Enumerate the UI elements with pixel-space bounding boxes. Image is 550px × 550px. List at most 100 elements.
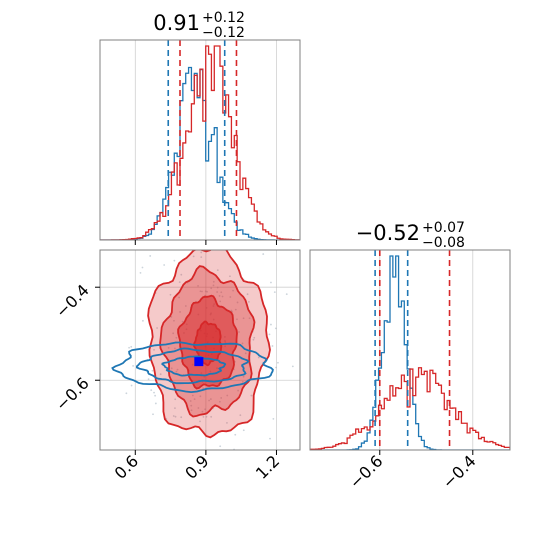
scatter-point xyxy=(226,394,229,397)
hist-step-red xyxy=(100,45,300,240)
scatter-point xyxy=(274,327,277,330)
panel1-title-minus: −0.12 xyxy=(202,25,245,41)
scatter-point xyxy=(201,290,203,293)
scatter-point xyxy=(130,345,133,348)
scatter-point xyxy=(226,421,228,424)
scatter-point xyxy=(154,402,157,405)
scatter-point xyxy=(268,333,271,336)
scatter-point xyxy=(206,290,208,293)
scatter-point xyxy=(197,284,199,287)
scatter-point xyxy=(175,370,178,373)
scatter-point xyxy=(171,468,173,470)
y-tick-label: −0.6 xyxy=(52,374,93,415)
scatter-point xyxy=(141,266,144,269)
scatter-point xyxy=(242,429,245,432)
scatter-point xyxy=(133,452,135,454)
scatter-point xyxy=(204,290,207,293)
scatter-point xyxy=(257,356,260,359)
scatter-point xyxy=(193,499,195,501)
scatter-point xyxy=(203,246,205,248)
scatter-point xyxy=(210,415,213,418)
scatter-point xyxy=(174,407,176,410)
scatter-point xyxy=(178,281,181,284)
scatter-point xyxy=(153,391,155,394)
scatter-point xyxy=(181,320,184,323)
scatter-point xyxy=(180,273,183,276)
scatter-point xyxy=(244,352,247,355)
scatter-point xyxy=(150,389,153,392)
scatter-point xyxy=(151,369,154,372)
scatter-point xyxy=(199,395,202,398)
scatter-point xyxy=(275,366,277,369)
scatter-point xyxy=(205,415,208,418)
scatter-point xyxy=(149,255,152,257)
scatter-point xyxy=(125,392,128,395)
scatter-point xyxy=(253,336,256,339)
scatter-point xyxy=(180,416,183,419)
scatter-point xyxy=(238,205,240,207)
scatter-point xyxy=(184,305,187,307)
panel1-quantile-lines xyxy=(167,40,238,240)
x-tick-label: −0.6 xyxy=(346,451,387,492)
scatter-point xyxy=(277,361,279,364)
scatter-point xyxy=(216,286,219,289)
scatter-point xyxy=(156,327,158,329)
scatter-point xyxy=(174,347,176,350)
panel2-hist-red xyxy=(310,367,510,450)
scatter-point xyxy=(229,275,231,278)
scatter-point xyxy=(176,368,179,371)
scatter-point xyxy=(130,384,133,387)
scatter-point xyxy=(231,226,233,228)
hist-step-red xyxy=(310,367,510,450)
scatter-point xyxy=(216,269,219,272)
scatter-point xyxy=(173,319,175,322)
blue-contour-level-3 xyxy=(161,355,227,377)
x-tick-label: 0.9 xyxy=(181,451,212,482)
scatter-point xyxy=(239,414,242,417)
scatter-point xyxy=(167,347,170,349)
blue-contour-level-1 xyxy=(111,341,274,394)
scatter-point xyxy=(174,398,177,401)
scatter-point xyxy=(220,397,223,399)
scatter-point xyxy=(212,284,215,287)
scatter-point xyxy=(292,495,294,497)
scatter-point xyxy=(170,367,173,370)
scatter-point xyxy=(218,295,221,297)
scatter-point xyxy=(238,331,240,333)
scatter-point xyxy=(178,296,180,299)
scatter-point xyxy=(168,479,170,481)
panel2-frame xyxy=(309,249,511,451)
scatter-point xyxy=(175,336,178,339)
panel2-xticks: −0.6 −0.4 xyxy=(346,450,480,492)
panel2-title-minus: −0.08 xyxy=(422,235,465,251)
scatter-point xyxy=(217,226,219,228)
panel3-red-contours xyxy=(147,250,271,439)
panel1-title-value: 0.91 xyxy=(153,11,200,35)
scatter-point xyxy=(169,544,171,546)
scatter-point xyxy=(242,375,245,378)
scatter-point xyxy=(248,317,251,320)
scatter-point xyxy=(189,400,192,402)
scatter-point xyxy=(285,293,288,296)
scatter-point xyxy=(190,404,193,407)
scatter-point xyxy=(200,251,203,254)
scatter-point xyxy=(201,410,204,413)
scatter-point xyxy=(221,295,224,298)
scatter-point xyxy=(190,409,193,412)
scatter-point xyxy=(218,203,220,205)
scatter-point xyxy=(76,273,78,275)
scatter-point xyxy=(199,290,202,293)
scatter-point xyxy=(312,359,314,361)
scatter-point xyxy=(230,309,233,312)
scatter-point xyxy=(197,407,200,409)
scatter-point xyxy=(191,394,194,397)
scatter-point xyxy=(218,400,221,403)
scatter-point xyxy=(212,280,215,283)
scatter-point xyxy=(236,318,238,321)
scatter-point xyxy=(200,256,203,259)
blue-contour-level-2 xyxy=(136,347,250,385)
scatter-point xyxy=(183,227,185,229)
scatter-point xyxy=(169,468,171,470)
scatter-point xyxy=(246,293,249,296)
